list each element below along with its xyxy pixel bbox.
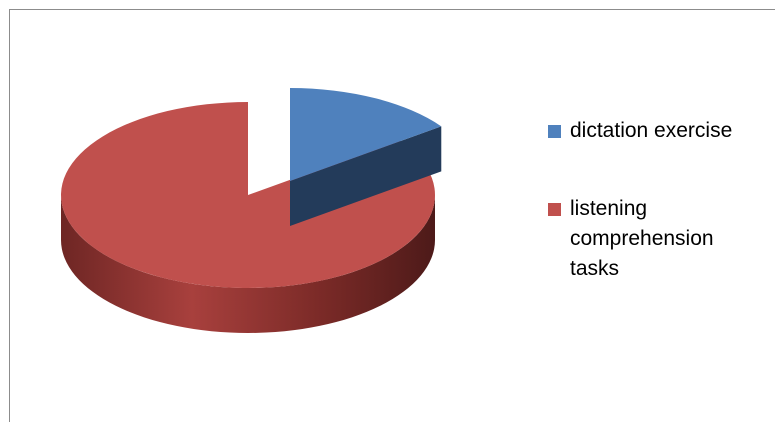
- legend-label-listening: listening comprehension tasks: [570, 197, 714, 280]
- slice-listening: [60, 102, 435, 333]
- legend-swatch-dictation: [548, 125, 561, 138]
- slice-dictation: [290, 88, 442, 226]
- slice-listening-side: [61, 195, 435, 333]
- chart-frame: [9, 9, 775, 422]
- slice-dictation-top: [290, 88, 442, 181]
- legend-swatch-listening: [548, 203, 561, 216]
- legend-item-listening: listening comprehension tasks: [546, 194, 766, 284]
- legend-item-dictation: dictation exercise: [546, 116, 766, 146]
- slice-listening-top: [60, 102, 435, 288]
- slice-dictation-cut: [290, 126, 442, 226]
- legend-label-dictation: dictation exercise: [570, 119, 733, 142]
- legend: dictation exercise listening comprehensi…: [546, 116, 766, 332]
